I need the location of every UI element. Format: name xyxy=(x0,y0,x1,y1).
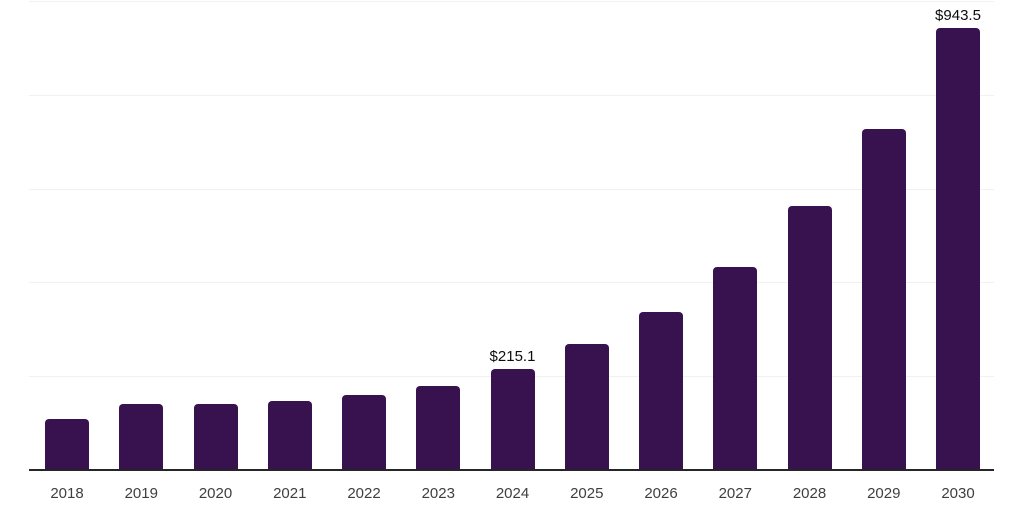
bar-cell xyxy=(639,0,683,470)
bar-2021 xyxy=(267,400,312,470)
x-tick-label: 2018 xyxy=(50,485,84,502)
bar-cell xyxy=(342,0,386,470)
x-tick-label: 2025 xyxy=(570,485,604,502)
bar-value-label: $943.5 xyxy=(935,6,981,24)
bar-2026 xyxy=(639,311,683,470)
x-tick-label: 2027 xyxy=(718,485,752,502)
gridline xyxy=(29,282,994,284)
bar-cell: $215.1 xyxy=(490,0,535,470)
x-axis-labels: 2018 2019 2020 2021 2022 2023 2024 2025 2026 2027… xyxy=(29,470,994,501)
bars-row: $215.1 $943.5 xyxy=(29,0,994,470)
gridline xyxy=(29,94,994,96)
x-tick-label: 2023 xyxy=(421,485,455,502)
bar-cell xyxy=(713,0,758,470)
x-tick-label: 2028 xyxy=(792,485,827,502)
bar-cell xyxy=(787,0,832,470)
x-tick-label: 2020 xyxy=(198,485,233,502)
gridline xyxy=(29,1,994,2)
bar-2018 xyxy=(45,419,89,470)
plot-area: $215.1 $943.5 xyxy=(29,0,994,471)
x-tick-label: 2029 xyxy=(867,485,901,502)
x-tick-label: 2021 xyxy=(273,485,307,502)
bar-2030: $943.5 xyxy=(935,8,981,470)
bar-2028 xyxy=(787,206,832,470)
bar-2025 xyxy=(564,343,609,470)
x-axis-line xyxy=(29,469,994,471)
x-tick-label: 2026 xyxy=(644,485,678,502)
bar-cell xyxy=(564,0,609,470)
bar-cell: $943.5 xyxy=(935,0,981,470)
x-tick-label: 2019 xyxy=(124,485,158,502)
bar-2020 xyxy=(193,403,238,470)
bar-cell xyxy=(193,0,238,470)
bar-2023 xyxy=(416,386,461,470)
bar-cell xyxy=(267,0,312,470)
bar-cell xyxy=(45,0,89,470)
bar-2019 xyxy=(119,404,164,470)
x-tick-label: 2030 xyxy=(941,485,975,502)
bar-value-label: $215.1 xyxy=(489,348,536,366)
bar-2027 xyxy=(713,266,758,470)
bar-2029 xyxy=(861,128,906,470)
bar-cell xyxy=(416,0,461,470)
bar-cell xyxy=(861,0,906,470)
x-tick-label: 2022 xyxy=(347,485,381,502)
bar-2024: $215.1 xyxy=(490,349,535,470)
bar-cell xyxy=(119,0,164,470)
bar-2022 xyxy=(342,394,386,470)
x-tick-label: 2024 xyxy=(495,485,530,502)
gridline xyxy=(29,188,994,190)
